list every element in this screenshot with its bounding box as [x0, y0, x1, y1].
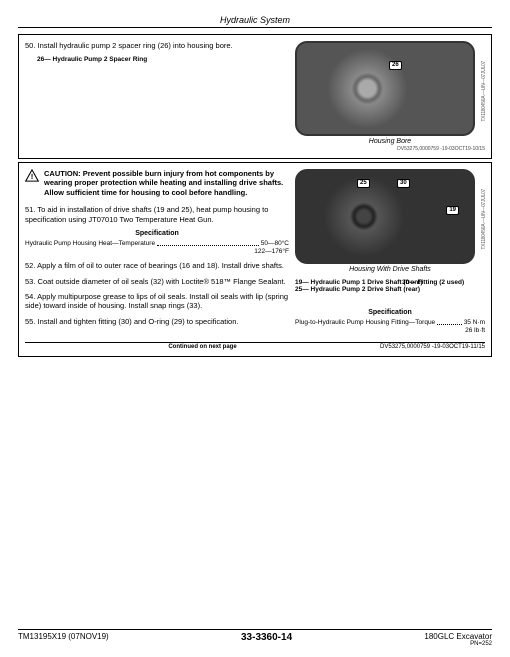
- legend-30: 30— Fitting (2 used): [402, 279, 464, 286]
- continued-note: Continued on next page DV53275,0000759 -…: [25, 342, 485, 350]
- step-text: Install and tighten fitting (30) and O-r…: [38, 317, 239, 326]
- photo-caption-a: Housing Bore: [295, 138, 485, 145]
- section-ref-a: DV53275,0000759 -19-03OCT19-10/15: [25, 146, 485, 152]
- section-steps-51-55: ! CAUTION: Prevent possible burn injury …: [18, 162, 492, 357]
- spec-label: Plug-to-Hydraulic Pump Housing Fitting—T…: [295, 319, 435, 327]
- legend-19: 19— Hydraulic Pump 1 Drive Shaft (front): [295, 279, 390, 286]
- page: Hydraulic System 50. Install hydraulic p…: [0, 0, 510, 357]
- spec-val: 35 N·m: [464, 319, 485, 327]
- footer-left: TM13195X19 (07NOV19): [18, 632, 109, 647]
- callout-30: 30: [397, 179, 410, 188]
- photo-housing-drive-shafts: 25 30 19: [295, 169, 475, 264]
- photo-ref-vertical: TX1180456A —UN—07JUL07: [481, 61, 487, 122]
- spec-label: Hydraulic Pump Housing Heat—Temperature: [25, 240, 155, 248]
- warning-icon: !: [25, 169, 39, 197]
- photo-caption-b: Housing With Drive Shafts: [295, 266, 485, 273]
- spec-row-1a: Hydraulic Pump Housing Heat—Temperature …: [25, 240, 289, 248]
- step-num: 54.: [25, 292, 35, 301]
- step-51: 51. To aid in installation of drive shaf…: [25, 205, 289, 224]
- step-text: Apply multipurpose grease to lips of oil…: [25, 292, 288, 310]
- caution-label: CAUTION:: [44, 169, 81, 178]
- footer-pn: PN=252: [424, 641, 492, 647]
- step-num: 52.: [25, 261, 35, 270]
- section-ref-b: DV53275,0000759 -19-03OCT19-11/15: [380, 344, 485, 350]
- step-num: 50.: [25, 41, 35, 50]
- legend-25: 25— Hydraulic Pump 2 Drive Shaft (rear): [295, 286, 390, 293]
- photo-housing-bore: 26: [295, 41, 475, 136]
- step-num: 51.: [25, 205, 35, 214]
- step-55: 55. Install and tighten fitting (30) and…: [25, 317, 289, 326]
- step-text: Coat outside diameter of oil seals (32) …: [38, 277, 286, 286]
- spec-row-1b: 122—176°F: [25, 248, 289, 255]
- page-footer: TM13195X19 (07NOV19) 33-3360-14 180GLC E…: [18, 629, 492, 647]
- spec-heading-2: Specification: [295, 309, 485, 316]
- step-text: Apply a film of oil to outer race of bea…: [37, 261, 284, 270]
- step-50: 50. Install hydraulic pump 2 spacer ring…: [25, 41, 289, 50]
- photo-ref-vertical-b: TX1180456A —UN—07JUL07: [481, 189, 487, 250]
- callout-19: 19: [446, 206, 459, 215]
- step-num: 55.: [25, 317, 35, 326]
- step-text: Install hydraulic pump 2 spacer ring (26…: [38, 41, 233, 50]
- spec-row-2b: 26 lb·ft: [295, 327, 485, 334]
- callout-26: 26: [389, 61, 402, 70]
- spec-row-2a: Plug-to-Hydraulic Pump Housing Fitting—T…: [295, 319, 485, 327]
- svg-text:!: !: [31, 172, 34, 181]
- step-54: 54. Apply multipurpose grease to lips of…: [25, 292, 289, 311]
- step-num: 53.: [25, 277, 35, 286]
- footer-right: 180GLC Excavator PN=252: [424, 632, 492, 647]
- step-53: 53. Coat outside diameter of oil seals (…: [25, 277, 289, 286]
- page-header: Hydraulic System: [18, 15, 492, 28]
- caution-block: ! CAUTION: Prevent possible burn injury …: [25, 169, 289, 197]
- section-step-50: 50. Install hydraulic pump 2 spacer ring…: [18, 34, 492, 159]
- legend-26: 26— Hydraulic Pump 2 Spacer Ring: [37, 56, 289, 64]
- spec-heading-1: Specification: [25, 230, 289, 237]
- callout-25: 25: [357, 179, 370, 188]
- step-text: To aid in installation of drive shafts (…: [25, 205, 268, 223]
- step-52: 52. Apply a film of oil to outer race of…: [25, 261, 289, 270]
- footer-center: 33-3360-14: [241, 632, 292, 647]
